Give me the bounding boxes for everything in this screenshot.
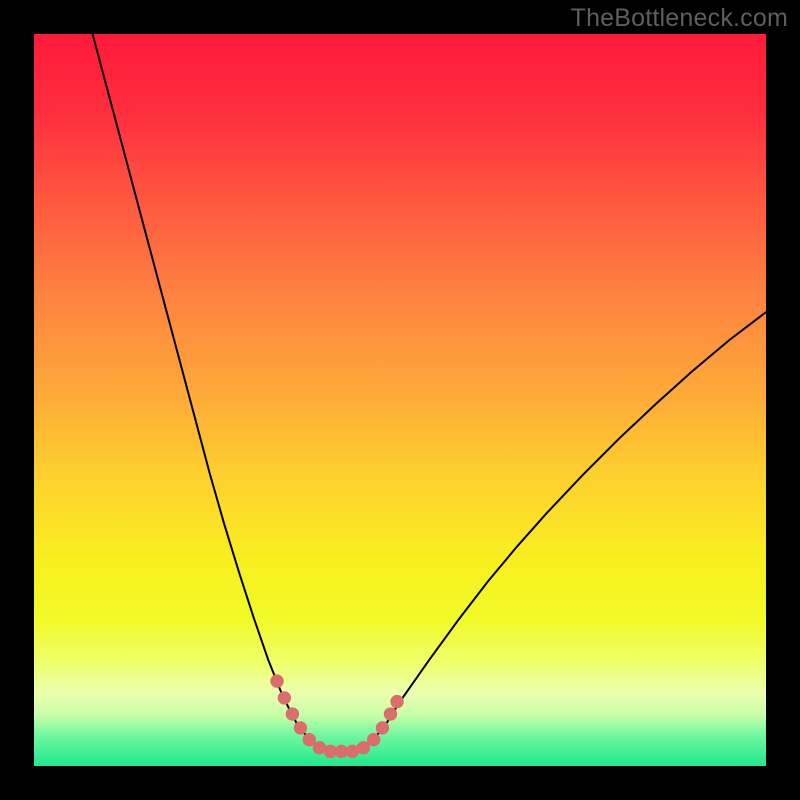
- highlight-marker: [271, 675, 283, 687]
- watermark-text: TheBottleneck.com: [571, 4, 788, 33]
- highlight-marker: [357, 742, 369, 754]
- highlight-marker: [294, 722, 306, 734]
- bottleneck-curve: [93, 34, 766, 751]
- highlight-marker: [391, 695, 403, 707]
- highlight-marker: [376, 722, 388, 734]
- highlight-marker: [286, 708, 298, 720]
- plot-area: [34, 34, 766, 766]
- highlight-marker: [384, 708, 396, 720]
- highlight-marker: [278, 692, 290, 704]
- highlight-marker: [367, 733, 379, 745]
- bottleneck-curve-svg: [34, 34, 766, 766]
- highlight-marker: [303, 733, 315, 745]
- chart-container: TheBottleneck.com: [0, 0, 800, 800]
